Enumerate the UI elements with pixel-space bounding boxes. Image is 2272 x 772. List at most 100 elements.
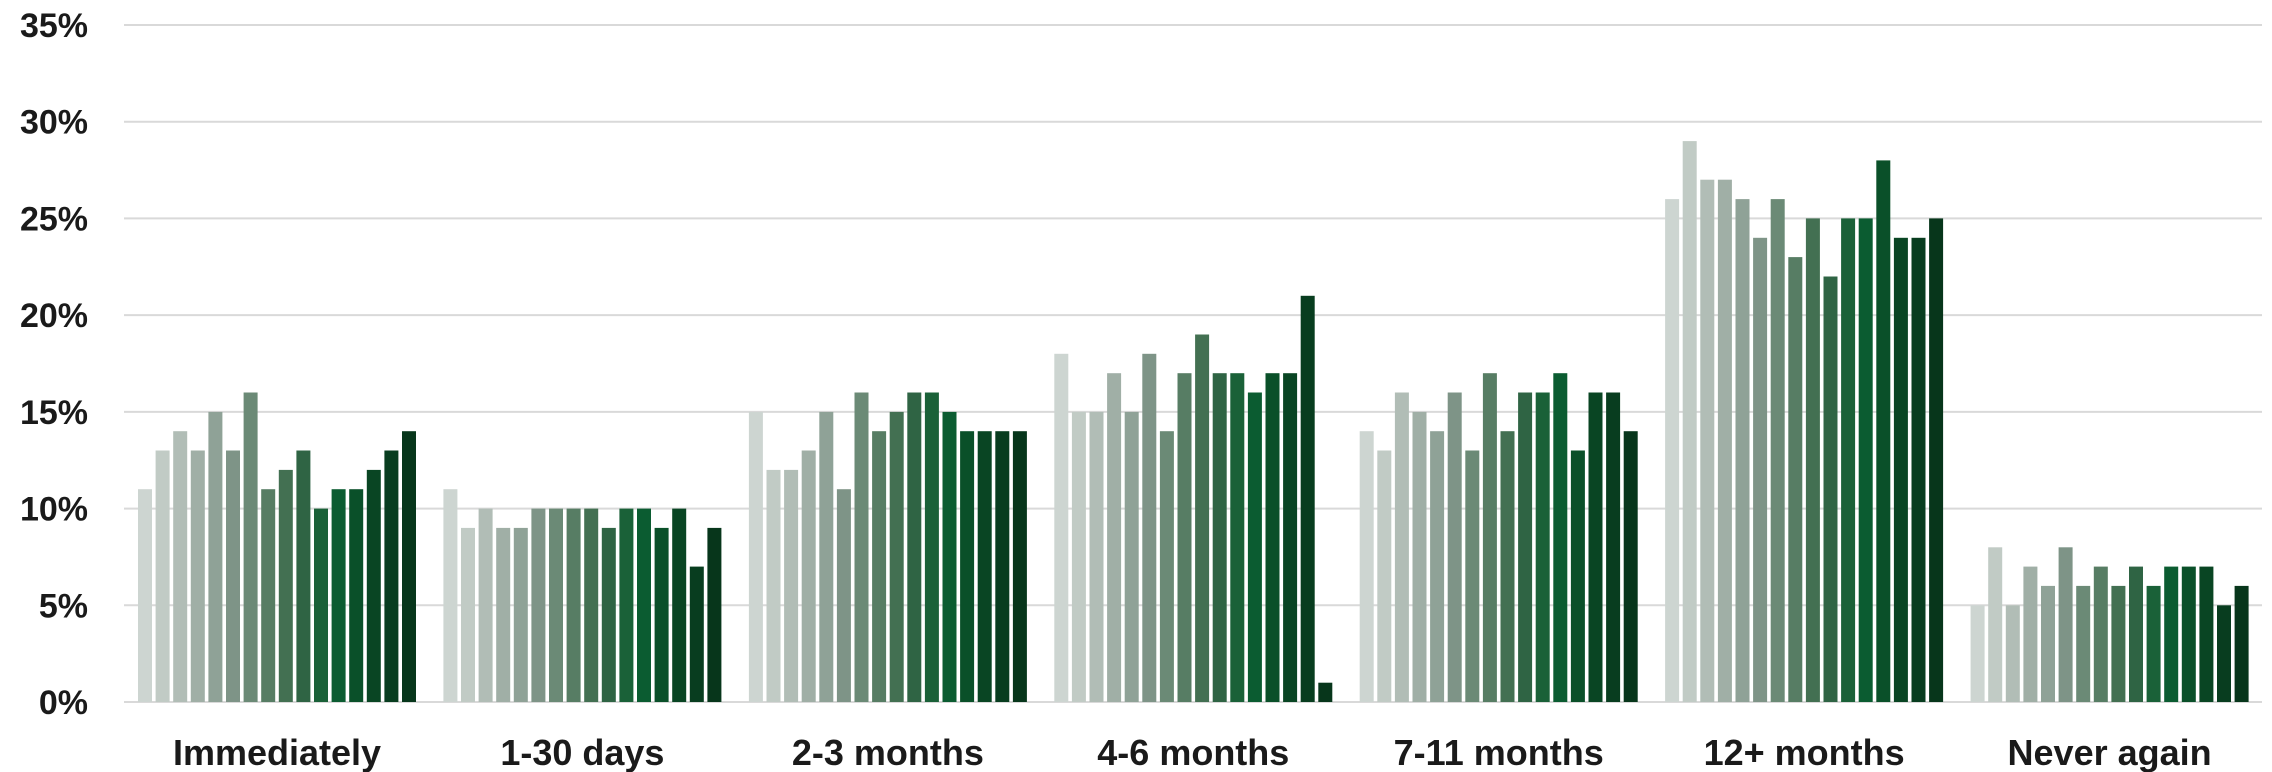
bar bbox=[1394, 392, 1409, 702]
y-tick-label: 35% bbox=[20, 7, 88, 45]
bar bbox=[654, 527, 669, 702]
bar bbox=[1893, 237, 1908, 703]
bar bbox=[748, 411, 763, 702]
bar bbox=[924, 392, 939, 702]
bar bbox=[208, 411, 223, 702]
bar bbox=[1177, 373, 1192, 702]
bar bbox=[995, 431, 1010, 702]
bar bbox=[1300, 295, 1315, 702]
bar bbox=[2041, 585, 2055, 702]
bar bbox=[1553, 373, 1568, 702]
category-labels: Immediately 1-30 days 2-3 months 4-6 months… bbox=[173, 732, 2212, 772]
y-axis-tick-labels: 0% 5% 10% 15% 20% 25% 30% 35% bbox=[20, 7, 88, 722]
bar bbox=[513, 527, 528, 702]
bar bbox=[1876, 160, 1891, 702]
bar bbox=[1230, 373, 1245, 702]
bar bbox=[1447, 392, 1462, 702]
bar bbox=[960, 431, 975, 702]
y-tick-label: 20% bbox=[20, 297, 88, 335]
bar bbox=[2023, 566, 2038, 702]
bar bbox=[1805, 218, 1820, 702]
bar bbox=[1588, 392, 1603, 702]
bar bbox=[1665, 199, 1680, 702]
bar bbox=[672, 508, 687, 702]
bar bbox=[349, 489, 364, 702]
y-tick-label: 25% bbox=[20, 200, 88, 238]
bar bbox=[1159, 431, 1174, 702]
bar bbox=[2164, 566, 2179, 702]
bar bbox=[296, 450, 311, 702]
bar bbox=[1412, 411, 1427, 702]
bar bbox=[619, 508, 634, 702]
bar bbox=[1841, 218, 1856, 702]
bar bbox=[443, 489, 458, 702]
y-tick-label: 30% bbox=[20, 104, 88, 142]
bar bbox=[2058, 547, 2073, 702]
bar bbox=[1535, 392, 1550, 702]
bar bbox=[1500, 431, 1515, 702]
bar bbox=[226, 450, 240, 702]
bar bbox=[1107, 373, 1122, 702]
bar bbox=[1430, 431, 1445, 702]
bar bbox=[2181, 566, 2196, 702]
bar bbox=[801, 450, 816, 702]
bar bbox=[584, 508, 599, 702]
y-tick-label: 0% bbox=[39, 684, 88, 722]
bar bbox=[366, 469, 381, 702]
bar bbox=[402, 431, 416, 702]
bar bbox=[1929, 218, 1944, 702]
bar bbox=[1970, 605, 1985, 702]
bar bbox=[1911, 237, 1926, 703]
bar bbox=[1071, 411, 1086, 702]
bar bbox=[2111, 585, 2126, 702]
bar bbox=[2199, 566, 2214, 702]
bar bbox=[1788, 257, 1803, 702]
bar bbox=[1054, 353, 1069, 702]
bar bbox=[689, 566, 704, 702]
bar bbox=[1518, 392, 1533, 702]
bar bbox=[2217, 605, 2231, 702]
bars bbox=[138, 141, 2249, 703]
bar bbox=[2234, 585, 2249, 702]
bar bbox=[1283, 373, 1298, 702]
bar bbox=[1770, 199, 1785, 702]
bar bbox=[496, 527, 511, 702]
bar bbox=[1623, 431, 1638, 702]
bar bbox=[637, 508, 651, 702]
bar bbox=[549, 508, 563, 702]
bar bbox=[1124, 411, 1139, 702]
bar bbox=[1988, 547, 2003, 702]
bar bbox=[889, 411, 904, 702]
bar bbox=[2093, 566, 2108, 702]
y-tick-label: 15% bbox=[20, 394, 88, 432]
bar bbox=[1247, 392, 1262, 702]
bar bbox=[531, 508, 546, 702]
bar bbox=[1089, 411, 1104, 702]
y-tick-label: 5% bbox=[39, 587, 88, 625]
bar bbox=[1142, 353, 1157, 702]
bar bbox=[907, 392, 922, 702]
bar bbox=[478, 508, 493, 702]
bar bbox=[331, 489, 346, 702]
x-category-label: 4-6 months bbox=[1097, 732, 1289, 772]
x-category-label: Never again bbox=[2008, 732, 2212, 772]
bar bbox=[1682, 141, 1697, 703]
bar bbox=[1858, 218, 1873, 702]
bar bbox=[1482, 373, 1497, 702]
bar bbox=[1700, 179, 1715, 702]
bar bbox=[2076, 585, 2091, 702]
bar bbox=[1465, 450, 1480, 702]
x-category-label: Immediately bbox=[173, 732, 381, 772]
bar bbox=[314, 508, 328, 702]
bar bbox=[766, 469, 781, 702]
bar bbox=[707, 527, 722, 702]
bar bbox=[384, 450, 399, 702]
bar bbox=[784, 469, 799, 702]
bar bbox=[1735, 199, 1750, 702]
bar bbox=[1717, 179, 1732, 702]
bar bbox=[1606, 392, 1621, 702]
bar bbox=[155, 450, 170, 702]
bar bbox=[942, 411, 957, 702]
